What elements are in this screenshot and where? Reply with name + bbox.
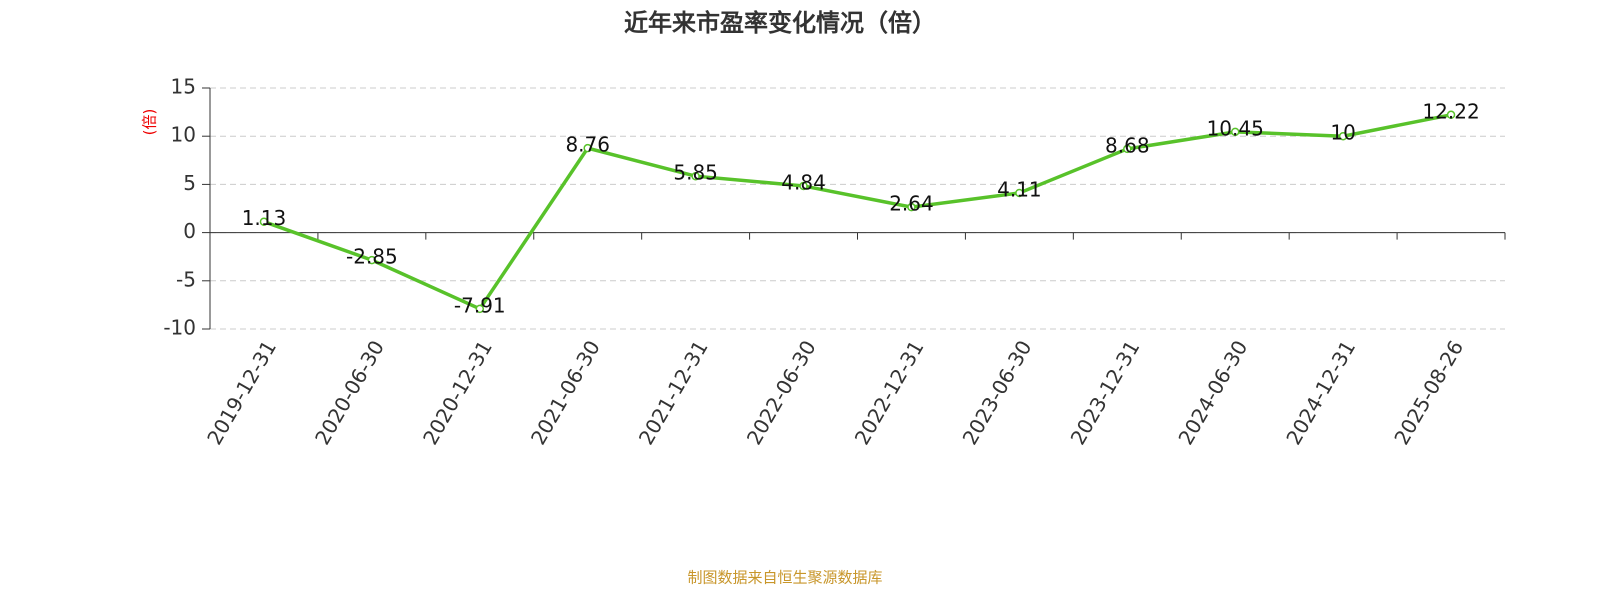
- y-tick-label: 10: [171, 123, 196, 147]
- data-label: 10.45: [1207, 116, 1264, 140]
- x-tick-label: 2025-08-26: [1389, 336, 1468, 449]
- data-label: -7.91: [454, 293, 506, 317]
- data-point: [1123, 144, 1132, 154]
- x-tick-label: 2022-12-31: [850, 336, 929, 449]
- data-label: 1.13: [242, 206, 287, 230]
- line-series: [263, 113, 1452, 312]
- y-tick-label: 0: [183, 219, 196, 243]
- data-point: [1230, 127, 1240, 137]
- data-point: [1338, 131, 1348, 141]
- data-label: 2.64: [889, 192, 934, 216]
- data-point: [799, 181, 808, 191]
- data-label: 5.85: [673, 161, 718, 185]
- data-point: [367, 255, 377, 265]
- x-tick-label: 2023-12-31: [1065, 336, 1144, 449]
- x-tick-label: 2021-06-30: [526, 336, 605, 449]
- data-point: [1446, 110, 1456, 120]
- source-note: 制图数据来自恒生聚源数据库: [687, 569, 882, 587]
- y-tick-label: 15: [171, 75, 196, 99]
- x-tick-label: 2020-12-31: [418, 336, 497, 449]
- chart-title: 近年来市盈率变化情况（倍）: [624, 9, 936, 37]
- data-label: 10: [1330, 121, 1355, 145]
- y-tick-label: 5: [183, 171, 196, 195]
- x-tick-label: 2020-06-30: [310, 336, 389, 449]
- y-tick-label: -5: [176, 267, 196, 291]
- data-label: 4.84: [781, 170, 826, 194]
- x-tick-label: 2024-06-30: [1173, 336, 1252, 449]
- data-point: [1015, 188, 1024, 198]
- x-tick-label: 2022-06-30: [742, 336, 821, 449]
- x-tick-label: 2021-12-31: [634, 336, 713, 449]
- data-label: -2.85: [346, 245, 398, 269]
- data-point: [475, 304, 485, 314]
- x-tick-label: 2023-06-30: [958, 336, 1037, 449]
- data-label: 8.68: [1105, 133, 1150, 157]
- data-label: 12.22: [1422, 99, 1479, 123]
- data-point: [259, 217, 269, 226]
- x-tick-label: 2019-12-31: [202, 336, 281, 449]
- data-point: [583, 143, 592, 153]
- y-axis-label: (倍): [141, 109, 159, 136]
- data-point: [907, 202, 916, 212]
- x-tick-label: 2024-12-31: [1281, 336, 1360, 449]
- data-point: [691, 171, 700, 181]
- y-tick-label: -10: [163, 316, 196, 340]
- data-label: 8.76: [565, 133, 610, 157]
- data-label: 4.11: [997, 177, 1042, 201]
